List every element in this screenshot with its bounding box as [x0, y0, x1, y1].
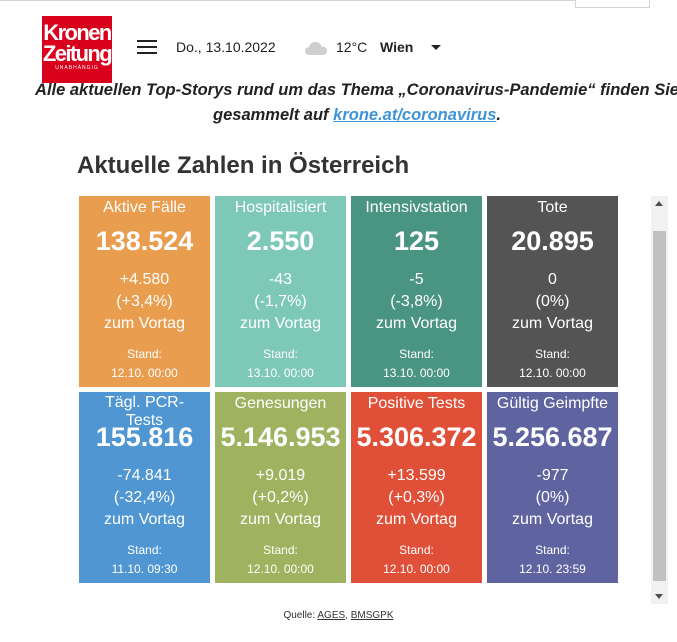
widget-title: Aktuelle Zahlen in Österreich	[77, 152, 410, 179]
stat-label: Tägl. PCR-Tests	[104, 394, 185, 429]
stat-percent: (0%)	[535, 489, 570, 506]
stat-delta: 0	[548, 271, 557, 288]
logo-line1: Kronen	[43, 20, 112, 45]
coronavirus-link[interactable]: krone.at/coronavirus	[333, 106, 497, 124]
stat-vortag: zum Vortag	[512, 315, 593, 332]
stand-value: 12.10. 00:00	[247, 562, 314, 576]
stat-value: 2.550	[246, 226, 315, 256]
stat-vortag: zum Vortag	[240, 315, 321, 332]
stat-tile: Tägl. PCR-Tests 155.816 -74.841 (-32,4%) zum…	[79, 392, 210, 583]
stat-vortag: zum Vortag	[376, 315, 457, 332]
hamburger-icon[interactable]	[137, 40, 157, 54]
stat-label: Tote	[537, 199, 568, 216]
intro-text: Alle aktuellen Top-Storys rund um das Th…	[30, 78, 677, 128]
stat-tile: Positive Tests 5.306.372 +13.599 (+0,3%) zum…	[351, 392, 482, 583]
stat-tile: Intensivstation 125 -5 (-3,8%) zum Vortag Sta…	[351, 196, 482, 387]
stat-vortag: zum Vortag	[512, 511, 593, 528]
stat-percent: (-3,8%)	[390, 293, 443, 310]
stat-delta: +13.599	[387, 467, 446, 484]
stand-label: Stand:	[399, 347, 434, 361]
stat-vortag: zum Vortag	[104, 511, 185, 528]
stand-value: 12.10. 00:00	[383, 562, 450, 576]
stand-label: Stand:	[127, 543, 162, 557]
stand-label: Stand:	[535, 347, 570, 361]
stand-label: Stand:	[263, 347, 298, 361]
top-tab-edge	[575, 0, 650, 8]
stat-delta: -74.841	[117, 467, 172, 484]
stand-label: Stand:	[263, 543, 298, 557]
stand-label: Stand:	[399, 543, 434, 557]
stat-value: 155.816	[95, 422, 194, 452]
stat-tile: Gültig Geimpfte 5.256.687 -977 (0%) zum Vort…	[487, 392, 618, 583]
stat-vortag: zum Vortag	[240, 511, 321, 528]
top-divider	[0, 0, 575, 1]
stat-label: Gültig Geimpfte	[496, 395, 609, 412]
stat-value: 5.306.372	[356, 422, 477, 452]
header-date: Do., 13.10.2022	[176, 39, 276, 55]
stat-vortag: zum Vortag	[376, 511, 457, 528]
source-line: Quelle: AGES, BMSGPK	[0, 610, 677, 621]
stat-value: 20.895	[511, 226, 594, 256]
source-link-ages[interactable]: AGES	[317, 610, 346, 621]
widget-scrollbar[interactable]	[651, 196, 668, 604]
stat-vortag: zum Vortag	[104, 315, 185, 332]
stat-percent: (0%)	[535, 293, 570, 310]
stat-percent: (+3,4%)	[116, 293, 173, 310]
source-prefix: Quelle:	[283, 610, 316, 621]
stand-value: 12.10. 00:00	[519, 366, 586, 380]
stat-percent: (-32,4%)	[113, 489, 176, 506]
intro-sentence: Alle aktuellen Top-Storys rund um das Th…	[35, 81, 677, 124]
browser-top-edge	[0, 0, 677, 8]
scroll-up-icon[interactable]	[655, 201, 663, 206]
stand-value: 13.10. 00:00	[247, 366, 314, 380]
stats-grid: Aktive Fälle 138.524 +4.580 (+3,4%) zum Vort…	[79, 196, 619, 604]
stat-label: Hospitalisiert	[234, 199, 327, 216]
stat-tile: Aktive Fälle 138.524 +4.580 (+3,4%) zum Vort…	[79, 196, 210, 387]
stat-delta: +4.580	[119, 271, 170, 288]
corona-stats-widget: Aktuelle Zahlen in Österreich Aktive Fäl…	[70, 140, 670, 630]
stat-delta: -977	[536, 467, 569, 484]
scroll-down-icon[interactable]	[655, 594, 663, 599]
stand-label: Stand:	[535, 543, 570, 557]
logo-line2: Zeitung	[42, 41, 113, 66]
stand-value: 12.10. 00:00	[111, 366, 178, 380]
stand-value: 11.10. 09:30	[111, 562, 178, 576]
stat-label: Positive Tests	[367, 395, 466, 412]
stat-tile: Tote 20.895 0 (0%) zum Vortag Stand: 12.10. 00…	[487, 196, 618, 387]
stat-label: Aktive Fälle	[103, 199, 186, 216]
stat-label: Intensivstation	[365, 199, 468, 216]
weather-temperature: 12°C	[336, 39, 368, 55]
cloud-icon	[305, 42, 327, 55]
weather-city[interactable]: Wien	[380, 39, 414, 55]
stat-tile: Hospitalisiert 2.550 -43 (-1,7%) zum Vortag S…	[215, 196, 346, 387]
chevron-down-icon[interactable]	[431, 45, 441, 50]
stat-percent: (+0,2%)	[252, 489, 309, 506]
stand-label: Stand:	[127, 347, 162, 361]
stat-delta: +9.019	[255, 467, 306, 484]
source-sep: ,	[345, 610, 348, 621]
stat-delta: -43	[268, 271, 293, 288]
intro-suffix: .	[496, 106, 501, 124]
kronen-zeitung-logo[interactable]: Kronen Zeitung UNABHÄNGIG	[42, 16, 113, 83]
stat-value: 5.256.687	[492, 422, 613, 452]
stat-percent: (+0,3%)	[388, 489, 445, 506]
stat-value: 125	[393, 226, 440, 256]
source-link-bmsgpk[interactable]: BMSGPK	[350, 610, 394, 621]
stand-value: 13.10. 00:00	[383, 366, 450, 380]
stat-label: Genesungen	[234, 395, 327, 412]
stat-value: 5.146.953	[220, 422, 341, 452]
scrollbar-thumb[interactable]	[653, 231, 666, 581]
stat-value: 138.524	[95, 226, 194, 256]
stat-tile: Genesungen 5.146.953 +9.019 (+0,2%) zum Vort…	[215, 392, 346, 583]
stat-delta: -5	[409, 271, 424, 288]
logo-sub: UNABHÄNGIG	[55, 65, 99, 71]
stat-percent: (-1,7%)	[254, 293, 307, 310]
stand-value: 12.10. 23:59	[519, 562, 586, 576]
site-header: Kronen Zeitung UNABHÄNGIG Do., 13.10.202…	[0, 12, 677, 83]
